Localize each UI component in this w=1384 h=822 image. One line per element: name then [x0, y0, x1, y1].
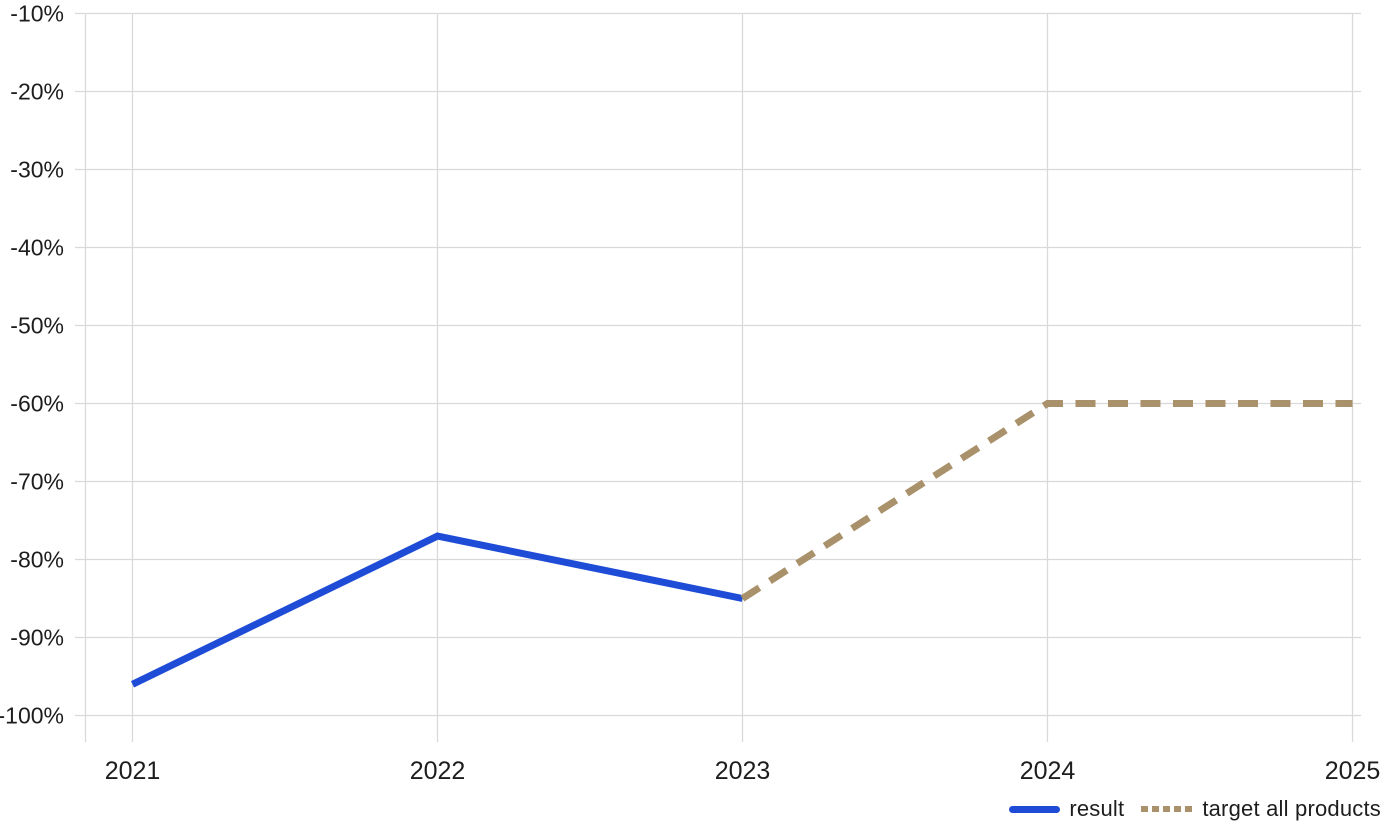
y-tick-label: -100%: [0, 703, 64, 729]
legend: result target all products: [1009, 796, 1381, 822]
y-tick-label: -60%: [10, 391, 64, 417]
result-line-swatch: [1009, 805, 1061, 813]
y-tick-label: -90%: [10, 625, 64, 651]
y-tick-label: -80%: [10, 547, 64, 573]
x-tick-label: 2024: [1020, 757, 1076, 785]
y-tick-label: -20%: [10, 79, 64, 105]
legend-item-target: target all products: [1141, 796, 1381, 822]
y-tick-label: -50%: [10, 313, 64, 339]
x-tick-label: 2022: [410, 757, 466, 785]
y-tick-label: -40%: [10, 235, 64, 261]
target-dotted-swatch: [1141, 806, 1194, 812]
legend-label-result: result: [1069, 796, 1125, 821]
x-tick-label: 2021: [105, 757, 161, 785]
x-tick-label: 2025: [1325, 757, 1381, 785]
target-line: [740, 400, 1353, 602]
y-tick-label: -10%: [10, 1, 64, 27]
legend-label-target: target all products: [1202, 796, 1381, 821]
result-line: [130, 532, 744, 688]
y-tick-label: -30%: [10, 157, 64, 183]
y-tick-label: -70%: [10, 469, 64, 495]
x-tick-label: 2023: [715, 757, 771, 785]
legend-item-result: result: [1009, 796, 1124, 822]
